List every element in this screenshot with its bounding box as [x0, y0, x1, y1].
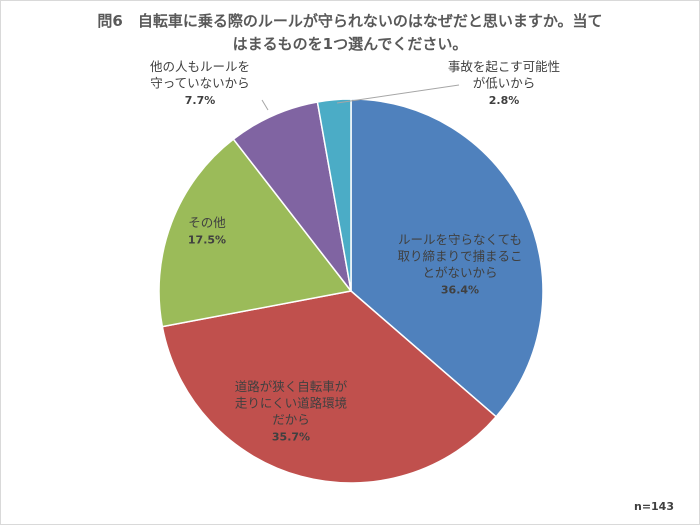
slice-label-text: 走りにくい道路環境 — [235, 396, 347, 411]
title-line-1: 問6 自転車に乗る際のルールが守られないのはなぜだと思いますか。当て — [97, 12, 603, 30]
slice-label-text: 守っていないから — [150, 76, 249, 91]
slice-label-text: その他 — [188, 215, 226, 230]
slice-percent-label: 35.7% — [272, 431, 310, 444]
slice-percent-label: 7.7% — [185, 94, 216, 107]
slice-percent-label: 36.4% — [441, 284, 479, 297]
pie-slice-5 — [316, 98, 352, 292]
chart-title: 問6 自転車に乗る際のルールが守られないのはなぜだと思いますか。当て はまるもの… — [60, 10, 640, 56]
leader-line-5 — [336, 84, 460, 104]
slice-label-text: ルールを守らなくても — [398, 232, 522, 247]
sample-size-note: n=143 — [633, 500, 674, 513]
pie-slice-2 — [161, 290, 498, 484]
slice-label-text: 事故を起こす可能性 — [448, 59, 560, 74]
slice-percent-label: 17.5% — [188, 234, 226, 247]
slice-label-text: 他の人もルールを — [150, 59, 250, 74]
title-line-2: はまるものを1つ選んでください。 — [232, 35, 468, 53]
slice-label-text: 取り締まりで捕まるこ — [397, 249, 522, 264]
slice-label-text: とがないから — [422, 265, 497, 280]
slice-label-text: だから — [272, 412, 310, 427]
leader-line-4 — [261, 99, 269, 111]
slice-percent-label: 2.8% — [489, 94, 520, 107]
slice-label-text: が低いから — [473, 76, 536, 91]
pie-slice-4 — [232, 101, 352, 292]
slice-label-3: その他 17.5% — [188, 215, 226, 247]
slice-label-text: 道路が狭く自転車が — [235, 379, 348, 394]
pie-slice-1 — [350, 98, 544, 418]
pie-slice-3 — [158, 138, 353, 328]
